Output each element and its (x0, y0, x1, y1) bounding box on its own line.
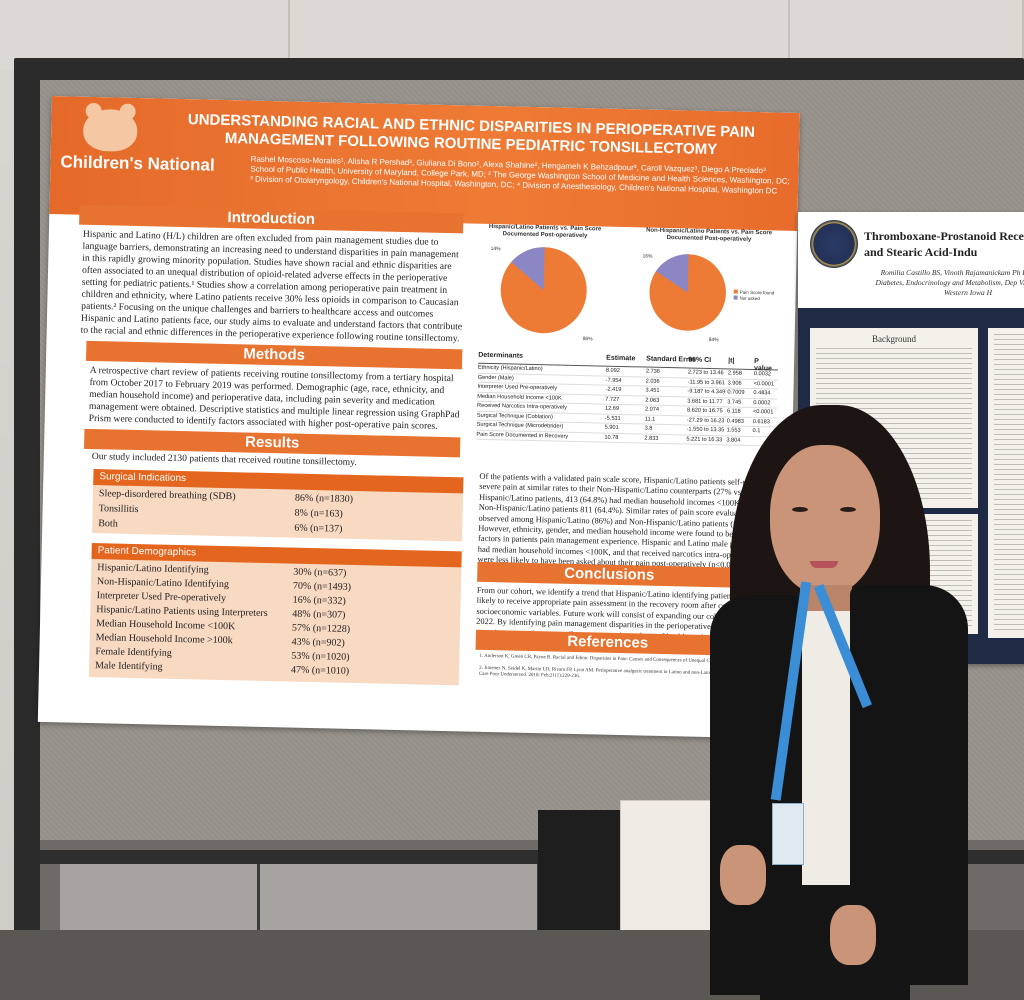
figure-column (988, 328, 1024, 638)
pie-svg (500, 247, 587, 334)
pie-svg (649, 254, 726, 331)
bear-logo-icon (82, 108, 138, 152)
legend-item: Not asked (733, 295, 775, 303)
face (770, 445, 880, 595)
eye (840, 507, 856, 512)
figure-lines (994, 334, 1024, 630)
pie-slice-small (655, 254, 689, 293)
name-badge (772, 803, 804, 865)
background-heading: Background (872, 334, 916, 344)
second-poster-authors: Romilia Castillo BS, Vinoth Rajamanickam… (875, 268, 1024, 297)
poster-authors: Rashel Moscoso-Morales¹, Alisha R Persha… (250, 154, 790, 196)
methods-text: A retrospective chart review of patients… (88, 364, 460, 432)
pie-title: Hispanic/Latino Patients vs. Pain Score … (488, 223, 602, 240)
research-poster: Children's National UNDERSTANDING RACIAL… (37, 96, 800, 739)
pie-legend: Pain Score found Not asked (733, 289, 775, 303)
left-hand (720, 845, 766, 905)
surgical-indications-table: Surgical Indications Sleep-disordered br… (92, 469, 464, 542)
va-seal-logo (810, 220, 858, 268)
presenter-person (700, 405, 980, 1000)
pie-label-large: 84% (708, 336, 719, 344)
introduction-text: Hispanic and Latino (H/L) children are o… (80, 228, 463, 345)
mouth (810, 561, 838, 568)
pie-chart-non-hispanic: Non-Hispanic/Latino Patients vs. Pain Sc… (636, 227, 779, 350)
second-poster-title: Thromboxane-Prostanoid Receptor and Stea… (864, 229, 1024, 259)
pie-label-small: 14% (490, 245, 501, 253)
pie-slice-small (511, 247, 545, 291)
pie-title: Non-Hispanic/Latino Patients vs. Pain Sc… (646, 227, 773, 243)
eye (792, 507, 808, 512)
methods-heading: Methods (86, 340, 463, 370)
right-hand (830, 905, 876, 965)
poster-title: UNDERSTANDING RACIAL AND ETHNIC DISPARIT… (187, 111, 756, 159)
patient-demographics-table: Patient Demographics Hispanic/Latino Ide… (88, 543, 462, 686)
pie-label-large: 86% (582, 336, 593, 343)
pie-chart-hispanic: Hispanic/Latino Patients vs. Pain Score … (482, 224, 605, 347)
logo-text: Children's National (60, 152, 215, 175)
pie-label-small: 16% (642, 253, 653, 260)
